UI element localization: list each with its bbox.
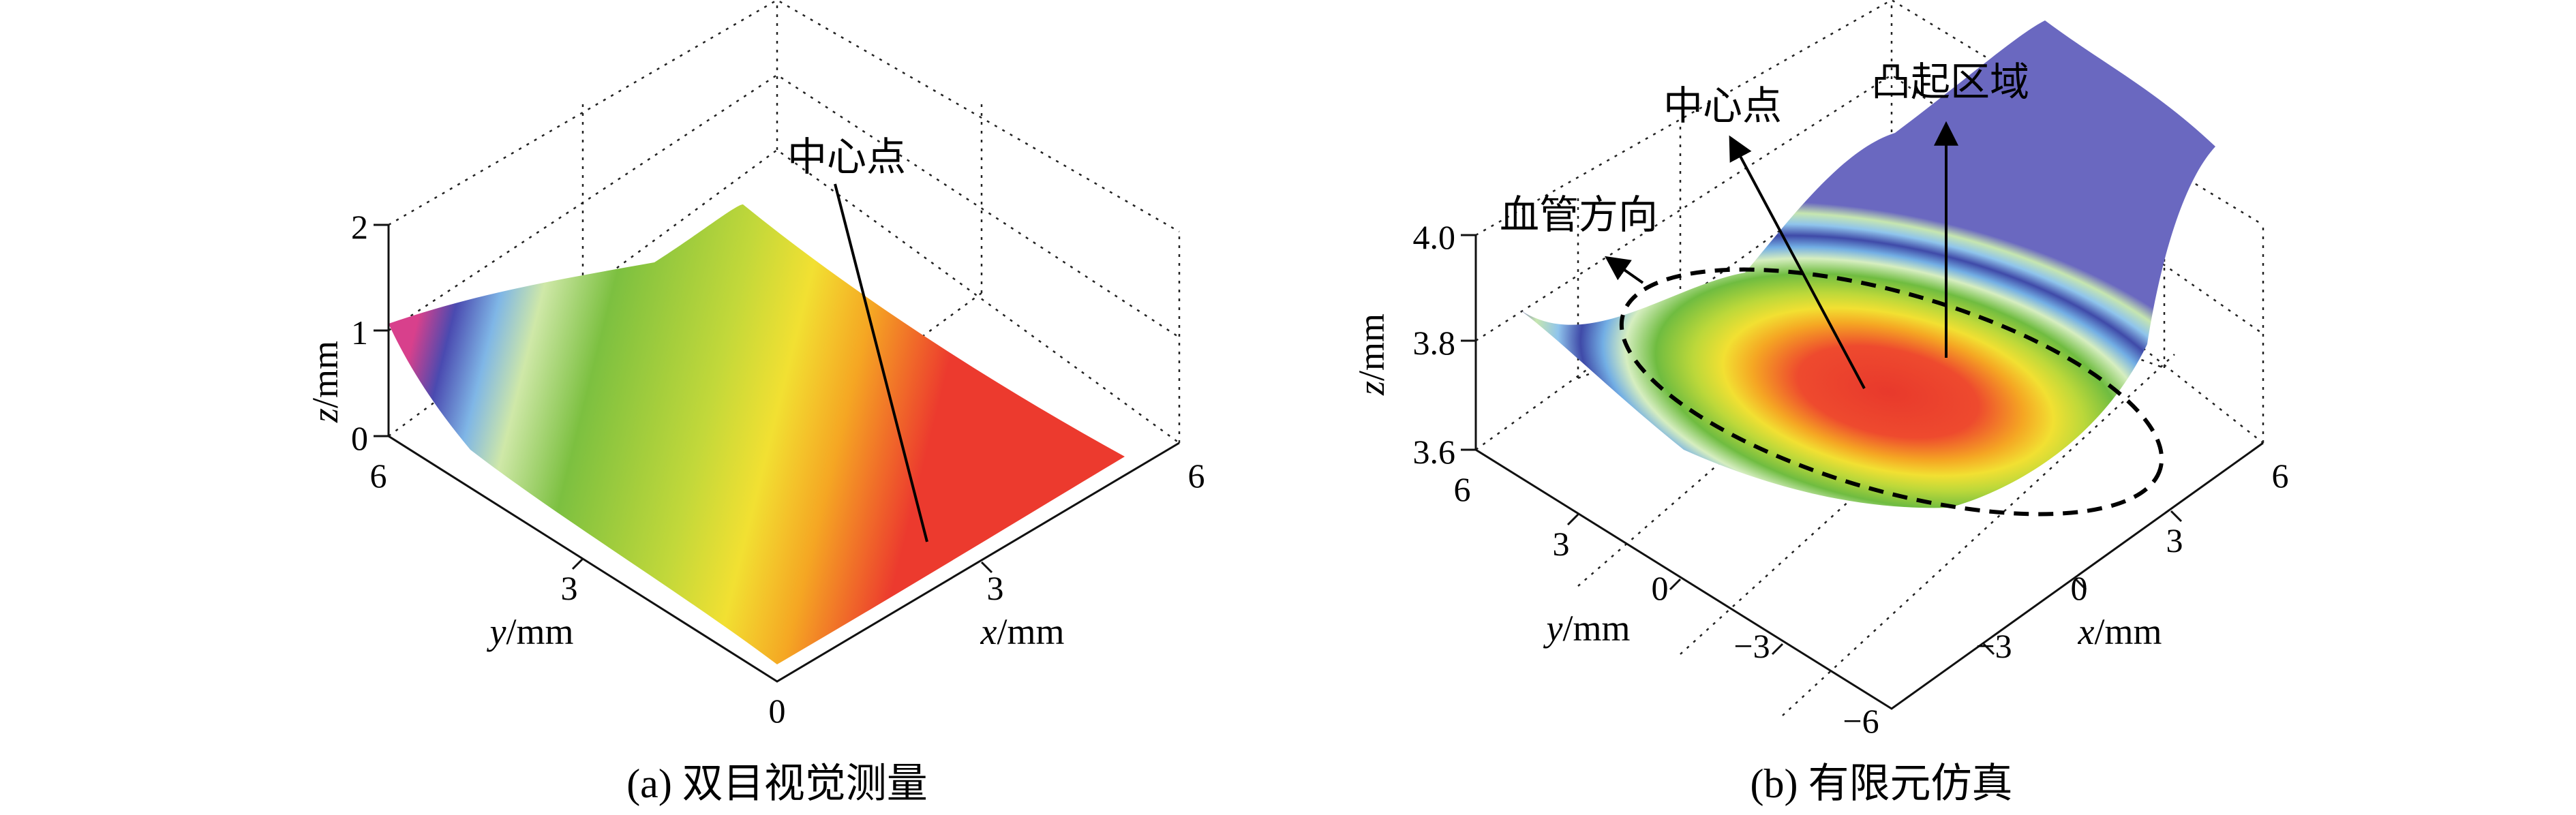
panel-a: 0 1 2 6 3 0 3 6 z/mm y/mm x/mm 中心点 (a) 双… bbox=[305, 0, 1205, 806]
panel-b-y-tick-0: 0 bbox=[1652, 569, 1669, 607]
panel-b-surface bbox=[1520, 20, 2215, 508]
panel-b-vessel-label: 血管方向 bbox=[1500, 193, 1658, 237]
panel-b-z-tick-3.8: 3.8 bbox=[1413, 324, 1456, 362]
panel-b-center-pointer bbox=[1729, 135, 1866, 389]
panel-b-z-tick-4.0: 4.0 bbox=[1413, 218, 1456, 256]
panel-b-x-tick-m3: −3 bbox=[1975, 627, 2012, 665]
panel-a-z-label: z/mm bbox=[305, 341, 346, 423]
panel-b-bulge-ellipse bbox=[1619, 267, 2164, 517]
panel-b-x-tick-6: 6 bbox=[2272, 457, 2289, 495]
panel-b-y-tick-6: 6 bbox=[1454, 470, 1471, 508]
panel-a-y-tick-3: 3 bbox=[561, 569, 578, 607]
panel-a-z-tick-0: 0 bbox=[351, 419, 368, 457]
panel-a-surface bbox=[389, 204, 1125, 664]
panel-b-bulge-label: 凸起区域 bbox=[1871, 60, 2029, 104]
panel-b-x-label: x/mm bbox=[2078, 611, 2162, 652]
panel-b-z-label: z/mm bbox=[1351, 313, 1392, 396]
panel-a-center-label: 中心点 bbox=[787, 135, 906, 179]
panel-b-caption: (b) 有限元仿真 bbox=[1751, 761, 2013, 806]
panel-b-y-label: y/mm bbox=[1543, 608, 1631, 649]
panel-b-vessel-arrow bbox=[1605, 256, 1644, 284]
panel-b: 3.6 3.8 4.0 6 3 0 −3 −6 −3 0 3 6 z/mm y/… bbox=[1351, 0, 2289, 806]
panel-a-y-tick-0: 0 bbox=[769, 692, 786, 730]
panel-b-y-tick-m6: −6 bbox=[1843, 702, 1879, 740]
panel-b-y-tick-3: 3 bbox=[1553, 525, 1570, 563]
panel-a-center-pointer bbox=[834, 183, 928, 542]
panel-a-y-label: y/mm bbox=[487, 611, 574, 652]
panel-a-x-tick-6: 6 bbox=[1188, 457, 1205, 495]
panel-b-frame bbox=[1461, 234, 2264, 710]
panel-b-x-tick-3: 3 bbox=[2166, 521, 2183, 559]
panel-a-z-tick-1: 1 bbox=[351, 313, 368, 352]
panel-b-y-tick-m3: −3 bbox=[1733, 627, 1770, 665]
panel-a-y-tick-6: 6 bbox=[370, 457, 387, 495]
panel-b-x-tick-0: 0 bbox=[2071, 569, 2088, 607]
panel-a-z-tick-2: 2 bbox=[351, 208, 368, 246]
panel-a-x-tick-3: 3 bbox=[987, 569, 1004, 607]
panel-b-center-label: 中心点 bbox=[1663, 84, 1782, 128]
panel-a-frame bbox=[374, 224, 1180, 683]
panel-a-caption: (a) 双目视觉测量 bbox=[626, 761, 928, 806]
panel-a-x-label: x/mm bbox=[980, 611, 1065, 652]
panel-b-z-tick-3.6: 3.6 bbox=[1413, 433, 1456, 471]
